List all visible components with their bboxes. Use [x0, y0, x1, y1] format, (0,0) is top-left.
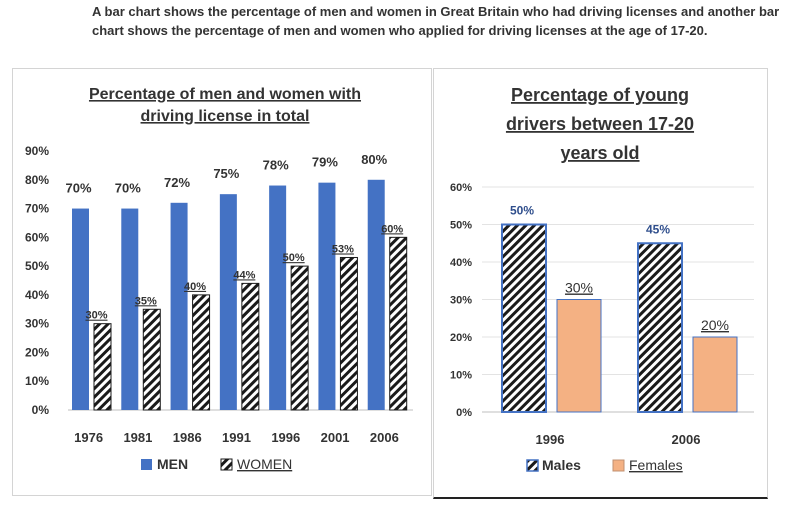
- chart-title: Percentage of men and women with: [89, 86, 361, 103]
- data-label-women: 35%: [135, 295, 157, 307]
- legend-label-females: Females: [629, 457, 683, 473]
- bar-women: [93, 323, 112, 411]
- y-tick-label: 70%: [25, 202, 49, 216]
- x-tick-label: 2001: [321, 430, 350, 445]
- y-tick-label: 10%: [25, 374, 49, 388]
- data-label-men: 80%: [361, 152, 387, 167]
- legend-label-women: WOMEN: [237, 456, 292, 472]
- x-tick-label: 1976: [74, 430, 103, 445]
- y-tick-label: 0%: [32, 403, 50, 417]
- data-label-women: 50%: [283, 252, 305, 264]
- bar-women: [192, 294, 211, 411]
- y-tick-label: 10%: [450, 370, 472, 382]
- y-tick-label: 20%: [25, 345, 49, 359]
- chart-title: driving license in total: [141, 108, 310, 125]
- bar-men: [318, 182, 336, 410]
- chart-title: years old: [560, 143, 639, 163]
- y-tick-label: 0%: [456, 407, 472, 419]
- chart-title: Percentage of young: [511, 85, 689, 105]
- chart-licenses-total: Percentage of men and women with driving …: [25, 86, 413, 472]
- bar-women: [241, 282, 260, 411]
- bar-men: [367, 179, 385, 410]
- bar-women: [290, 265, 309, 411]
- legend-swatch-men: [141, 459, 152, 470]
- legend-label-men: MEN: [157, 456, 188, 472]
- bar-females: [556, 299, 602, 413]
- x-tick-label: 1991: [222, 430, 251, 445]
- bar-males: [637, 242, 683, 413]
- y-tick-label: 50%: [25, 259, 49, 273]
- x-tick-label: 1986: [173, 430, 202, 445]
- y-tick-label: 50%: [450, 220, 472, 232]
- x-tick-label: 1996: [271, 430, 300, 445]
- y-tick-label: 20%: [450, 332, 472, 344]
- legend-swatch-females: [612, 459, 625, 472]
- y-tick-label: 90%: [25, 144, 49, 158]
- data-label-men: 79%: [312, 155, 338, 170]
- bar-males: [501, 223, 547, 413]
- data-label-men: 70%: [65, 181, 91, 196]
- legend-label-males: Males: [542, 457, 581, 473]
- chart-panel-licenses-total: Percentage of men and women with driving …: [12, 68, 432, 496]
- bar-women: [339, 256, 358, 411]
- y-tick-label: 60%: [25, 230, 49, 244]
- data-label-men: 78%: [263, 158, 289, 173]
- data-label-men: 70%: [115, 181, 141, 196]
- bar-men: [219, 194, 237, 410]
- chart-panel-young-drivers: Percentage of young drivers between 17-20…: [433, 68, 768, 499]
- bar-men: [72, 208, 89, 410]
- bar-women: [142, 308, 161, 411]
- y-tick-label: 40%: [25, 288, 49, 302]
- chart-young-drivers: Percentage of young drivers between 17-20…: [450, 85, 754, 473]
- data-label-females: 30%: [565, 280, 593, 296]
- data-label-women: 40%: [184, 281, 206, 293]
- chart-description: A bar chart shows the percentage of men …: [92, 4, 780, 38]
- bar-men: [269, 185, 287, 410]
- bar-females: [692, 336, 738, 413]
- data-label-women: 30%: [85, 310, 107, 322]
- y-tick-label: 60%: [450, 182, 472, 194]
- data-label-men: 75%: [213, 166, 239, 181]
- chart-title: drivers between 17-20: [506, 114, 694, 134]
- data-label-males: 50%: [510, 204, 534, 218]
- bar-women: [389, 236, 408, 411]
- x-tick-label: 1981: [123, 430, 152, 445]
- x-tick-label: 1996: [536, 432, 565, 447]
- y-tick-label: 30%: [450, 295, 472, 307]
- legend-swatch-males: [526, 459, 539, 472]
- bar-men: [170, 202, 188, 410]
- x-tick-label: 2006: [370, 430, 399, 445]
- y-tick-label: 30%: [25, 317, 49, 331]
- x-tick-label: 2006: [672, 432, 701, 447]
- data-label-women: 53%: [332, 243, 354, 255]
- y-tick-label: 80%: [25, 173, 49, 187]
- data-label-males: 45%: [646, 222, 670, 236]
- legend-swatch-women: [220, 458, 233, 471]
- bar-men: [121, 208, 139, 410]
- data-label-women: 44%: [233, 269, 255, 281]
- data-label-men: 72%: [164, 175, 190, 190]
- data-label-women: 60%: [381, 223, 403, 235]
- y-tick-label: 40%: [450, 257, 472, 269]
- data-label-females: 20%: [701, 317, 729, 333]
